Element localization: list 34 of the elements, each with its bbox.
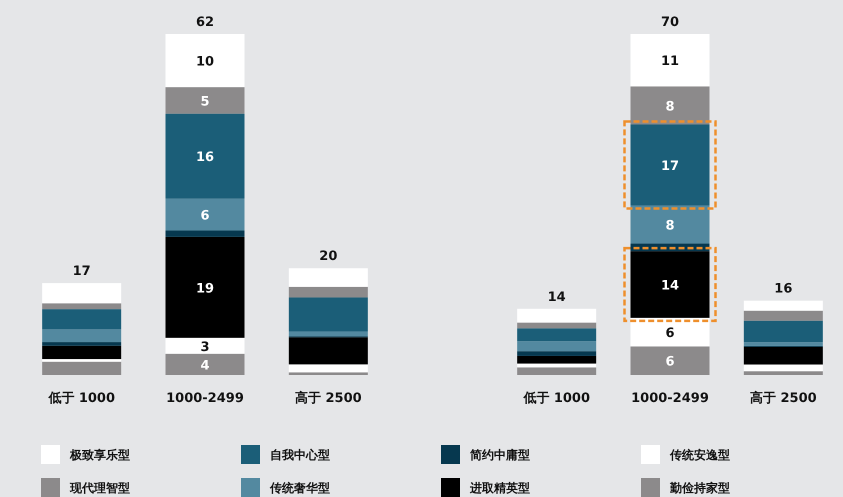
total-label: 20 [319,249,338,264]
data-label: 6 [200,208,210,224]
data-label: 8 [665,218,675,234]
data-label: 11 [660,54,680,70]
data-label: 6 [665,354,675,370]
data-label: 6 [665,326,675,342]
legend-label: 自我中心型 [270,448,330,462]
legend-label: 简约中庸型 [469,448,530,462]
total-label: 17 [72,264,91,280]
x-tick-label: 高于 2500 [294,390,362,406]
total-label: 14 [548,290,566,305]
total-label: 70 [660,15,680,30]
x-tick-label: 高于 2500 [750,390,817,406]
total-label: 16 [774,282,792,297]
legend-label: 传统奢华型 [269,481,330,495]
data-label: 14 [660,278,680,294]
data-label: 17 [660,158,680,174]
x-tick-label: 低于 1000 [47,391,116,406]
data-label: 5 [200,94,210,110]
legend-label: 传统安逸型 [669,448,730,462]
data-label: 19 [196,281,214,296]
x-tick-label: 1000-2499 [631,391,709,406]
legend-label: 勤俭持家型 [669,481,730,495]
data-label: 16 [196,150,214,166]
x-tick-label: 低于 1000 [522,391,590,406]
data-label: 4 [200,358,210,374]
legend-label: 进取精英型 [469,481,530,495]
data-label: 3 [200,340,210,355]
legend-label: 现代理智型 [69,481,130,495]
legend-label: 极致享乐型 [69,448,130,462]
x-tick-label: 1000-2499 [166,391,244,406]
data-label: 10 [196,54,214,70]
total-label: 62 [196,15,214,30]
data-label: 8 [665,99,675,114]
